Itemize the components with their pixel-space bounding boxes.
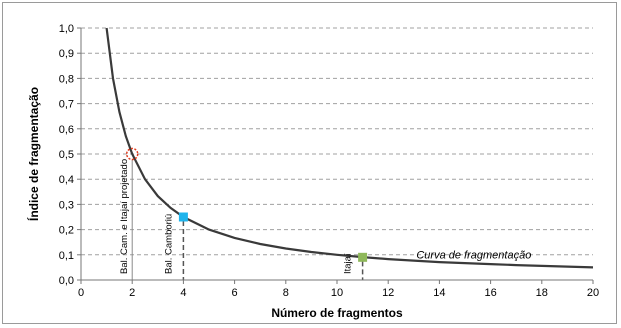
x-tick-label: 6 [232, 287, 238, 299]
y-tick-labels: 0,0 0,1 0,2 0,3 0,4 0,5 0,6 0,7 0,8 0,9 1,0 [59, 23, 74, 287]
y-tick-label: 0,0 [59, 275, 74, 287]
x-tick-labels: 0 2 4 6 8 10 12 14 16 18 20 [78, 287, 599, 299]
y-tick-label: 0,5 [59, 149, 74, 161]
y-tick-label: 0,9 [59, 48, 74, 60]
gridlines [81, 27, 593, 256]
point-label: Itajaí [343, 253, 354, 274]
y-tick-label: 0,1 [59, 250, 74, 262]
y-tick-label: 0,3 [59, 199, 74, 211]
series-label: Curva de fragmentação [416, 250, 531, 262]
y-tick-label: 0,4 [59, 174, 74, 186]
y-tick-label: 0,7 [59, 99, 74, 111]
y-tick-label: 0,6 [59, 124, 74, 136]
x-tick-label: 10 [331, 287, 343, 299]
point-labels: Bal. Cam. e Itajaí projetado Bal. Cambori… [119, 159, 353, 274]
point-label: Bal. Cam. e Itajaí projetado [119, 159, 130, 274]
y-axis-title: Índice de fragmentação [26, 87, 41, 221]
y-tick-label: 1,0 [59, 23, 74, 35]
x-tick-label: 0 [78, 287, 84, 299]
y-tick-label: 0,8 [59, 73, 74, 85]
x-axis-title: Número de fragmentos [271, 306, 403, 320]
x-tick-label: 18 [536, 287, 548, 299]
x-tick-label: 8 [283, 287, 289, 299]
chart-frame [2, 2, 617, 324]
x-tick-label: 20 [587, 287, 599, 299]
point-marker [125, 147, 139, 161]
x-tick-label: 14 [433, 287, 445, 299]
x-tick-label: 4 [180, 287, 186, 299]
x-tick-label: 12 [382, 287, 394, 299]
point-label: Bal. Camboriú [163, 214, 174, 274]
point-markers [125, 147, 368, 262]
point-guides [131, 160, 364, 280]
point-marker [178, 212, 188, 222]
axes [77, 27, 594, 284]
y-tick-label: 0,2 [59, 225, 74, 237]
fragmentation-curve-line [105, 27, 594, 269]
x-tick-label: 16 [484, 287, 496, 299]
point-marker [358, 252, 368, 262]
x-tick-label: 2 [129, 287, 135, 299]
